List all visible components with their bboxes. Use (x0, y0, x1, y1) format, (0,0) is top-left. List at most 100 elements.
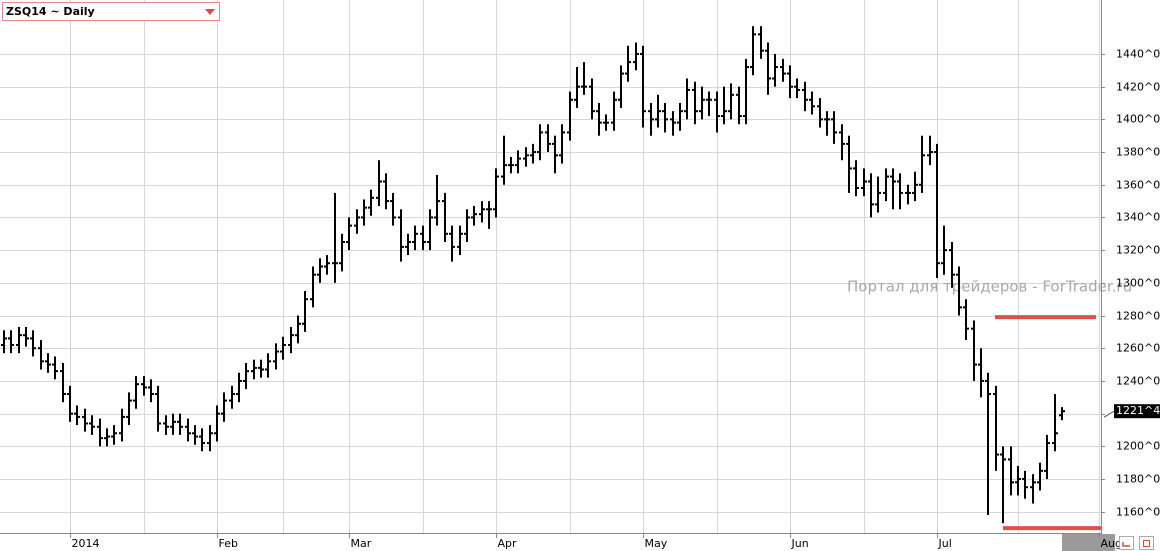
ohlc-bar (155, 385, 161, 432)
ohlc-bar (67, 385, 73, 422)
ohlc-bar (1008, 446, 1014, 496)
ohlc-bar (288, 326, 294, 354)
ohlc-bar (736, 86, 742, 125)
ohlc-bar (30, 330, 36, 357)
y-tick-label: 1420^0 (1116, 81, 1160, 94)
ohlc-bar (706, 91, 712, 117)
y-tick-label: 1180^0 (1116, 473, 1160, 486)
ohlc-bar (324, 255, 330, 275)
last-price-label: 1221^4 (1116, 404, 1160, 417)
ohlc-bar (692, 81, 698, 125)
ohlc-bar (361, 199, 367, 226)
button-end[interactable] (1139, 536, 1154, 550)
ohlc-bar (875, 176, 881, 213)
ohlc-bar (354, 209, 360, 234)
button-back[interactable] (1119, 536, 1134, 550)
ohlc-bar (185, 418, 191, 442)
ohlc-bar (390, 192, 396, 226)
ohlc-bar (677, 103, 683, 131)
ohlc-bar (1022, 470, 1028, 499)
ohlc-bar (295, 315, 301, 344)
ohlc-bar (714, 91, 720, 133)
ohlc-bar (104, 428, 110, 447)
ohlc-bar (170, 413, 176, 435)
ohlc-bar (985, 372, 991, 516)
ohlc-bar (1, 330, 7, 354)
ohlc-bar (603, 114, 609, 131)
dropdown-arrow[interactable] (205, 9, 215, 15)
ohlc-bar (177, 413, 183, 435)
selector-box[interactable] (2, 2, 220, 21)
last-price-box (1114, 404, 1160, 419)
ohlc-bar (405, 233, 411, 256)
ohlc-bar (941, 225, 947, 275)
ohlc-bar (890, 168, 896, 210)
ohlc-bar (971, 320, 977, 381)
ohlc-bar (949, 241, 955, 288)
ohlc-bar (119, 408, 125, 442)
ohlc-bar (163, 415, 169, 435)
ohlc-bar (199, 428, 205, 452)
ohlc-bar (471, 206, 477, 226)
ohlc-bar (45, 353, 51, 373)
ohlc-bar (611, 91, 617, 131)
ohlc-bar (1059, 407, 1065, 421)
ohlc-bar (897, 173, 903, 210)
ohlc-bar (479, 201, 485, 223)
ohlc-bar (662, 103, 668, 133)
ohlc-bar (398, 209, 404, 262)
ohlc-bar (1044, 434, 1050, 480)
y-tick-label: 1400^0 (1116, 113, 1160, 126)
future-zone (1062, 534, 1115, 551)
ohlc-bar (1037, 462, 1043, 491)
ohlc-bar (251, 359, 257, 380)
ohlc-bar (699, 86, 705, 120)
ohlc-bar (493, 168, 499, 218)
ohlc-bar (596, 103, 602, 136)
x-tick-label: Feb (219, 537, 238, 550)
y-tick-label: 1240^0 (1116, 375, 1160, 388)
ohlc-bar (861, 168, 867, 197)
ohlc-bar (207, 425, 213, 452)
y-tick-label: 1440^0 (1116, 48, 1160, 61)
x-tick-label: Mar (351, 537, 372, 550)
ohlc-bar (853, 160, 859, 197)
ohlc-bar (368, 189, 374, 216)
ohlc-bar (523, 147, 529, 167)
ohlc-bar (346, 217, 352, 251)
ohlc-bar (1052, 394, 1058, 452)
ohlc-bar (427, 209, 433, 251)
ohlc-bar (625, 45, 631, 82)
y-tick-label: 1200^0 (1116, 440, 1160, 453)
ohlc-bar (148, 379, 154, 403)
ohlc-bar (530, 143, 536, 164)
ohlc-bar (846, 135, 852, 193)
x-tick-label: Jun (791, 537, 809, 550)
symbol-selector[interactable]: ZSQ14 ~ Daily (2, 2, 220, 21)
ohlc-bar (765, 42, 771, 95)
ohlc-bar (243, 362, 249, 390)
ohlc-bar (648, 103, 654, 136)
ohlc-bar (52, 356, 58, 380)
ohlc-bar (89, 415, 95, 435)
ohlc-bar (8, 330, 14, 354)
ohlc-bar (192, 425, 198, 445)
ohlc-bar (802, 81, 808, 112)
ohlc-bar (434, 174, 440, 226)
ohlc-bar (927, 135, 933, 166)
ohlc-bar (567, 91, 573, 141)
ohlc-bar (993, 385, 999, 471)
chart-title[interactable]: ZSQ14 ~ Daily (6, 5, 95, 18)
last-price-tag (1103, 410, 1115, 418)
y-tick-label: 1160^0 (1116, 506, 1160, 519)
ohlc-bar (515, 150, 521, 174)
button-icon (1122, 542, 1130, 547)
ohlc-bar (141, 376, 147, 396)
ohlc-bar (376, 160, 382, 207)
ohlc-bar (317, 258, 323, 283)
ohlc-bar (221, 392, 227, 422)
ohlc-bar (23, 326, 29, 347)
